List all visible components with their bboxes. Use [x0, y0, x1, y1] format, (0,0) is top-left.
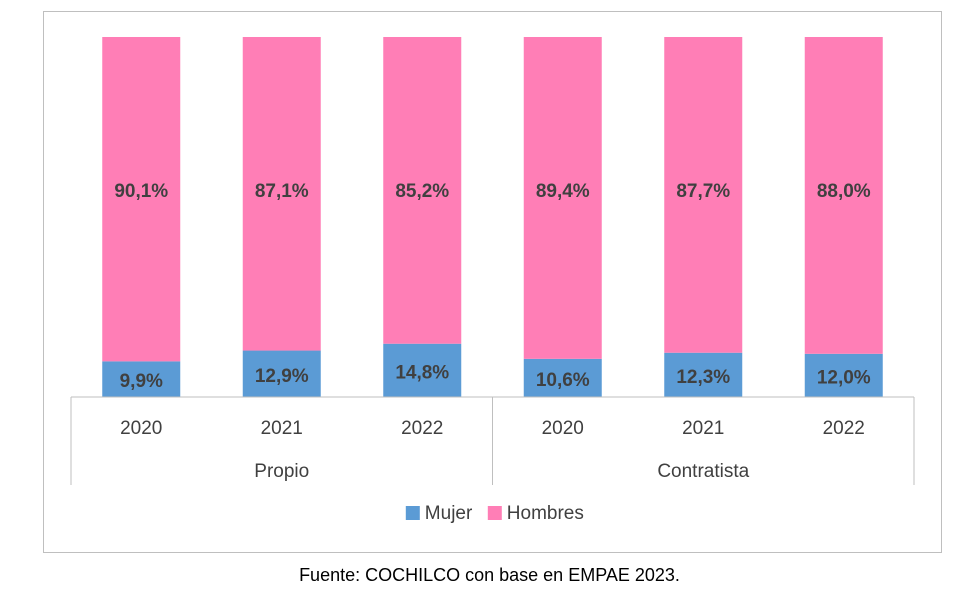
stacked-bar-chart: 9,9% 90,1% 12,9% 87,1% 14,8% 85,2% 10,6% 89,4% 1… [70, 37, 915, 524]
legend-swatch-mujer [405, 506, 420, 520]
bar-mujer-contratista-2021 [664, 352, 743, 397]
bar-hombres-propio-2021 [242, 37, 321, 351]
bar-hombres-contratista-2021 [664, 37, 743, 353]
tick-label-year: 2020 [120, 418, 162, 439]
data-label: 9,9% [120, 371, 163, 392]
legend-swatch-hombres [487, 506, 502, 520]
group-label-propio: Propio [254, 461, 309, 482]
tick-label-year: 2021 [682, 418, 724, 439]
data-label: 12,9% [255, 366, 309, 387]
chart-frame [43, 11, 942, 553]
data-label: 12,0% [817, 367, 871, 388]
bar-hombres-contratista-2022 [804, 37, 883, 354]
bar-hombres-propio-2022 [383, 37, 462, 344]
tick-label-year: 2022 [401, 418, 443, 439]
bar-mujer-contratista-2020 [523, 358, 602, 397]
group-label-contratista: Contratista [657, 461, 749, 482]
source-note: Fuente: COCHILCO con base en EMPAE 2023. [299, 565, 680, 585]
tick-label-year: 2020 [542, 418, 584, 439]
bar-hombres-contratista-2020 [523, 37, 602, 359]
tick-label-year: 2021 [261, 418, 303, 439]
bar-mujer-contratista-2022 [804, 353, 883, 397]
bar-mujer-propio-2022 [383, 343, 462, 397]
data-label: 12,3% [676, 367, 730, 388]
tick-label-year: 2022 [823, 418, 865, 439]
bar-mujer-propio-2020 [102, 361, 181, 397]
data-label: 87,7% [676, 181, 730, 202]
data-label: 87,1% [255, 181, 309, 202]
bar-hombres-propio-2020 [102, 37, 181, 362]
data-label: 14,8% [395, 362, 449, 383]
data-label: 85,2% [395, 181, 449, 202]
legend-label-hombres: Hombres [507, 503, 584, 524]
data-label: 90,1% [114, 181, 168, 202]
data-label: 88,0% [817, 181, 871, 202]
data-label: 89,4% [536, 181, 590, 202]
legend-label-mujer: Mujer [425, 503, 473, 524]
bar-mujer-propio-2021 [242, 350, 321, 397]
data-label: 10,6% [536, 370, 590, 391]
